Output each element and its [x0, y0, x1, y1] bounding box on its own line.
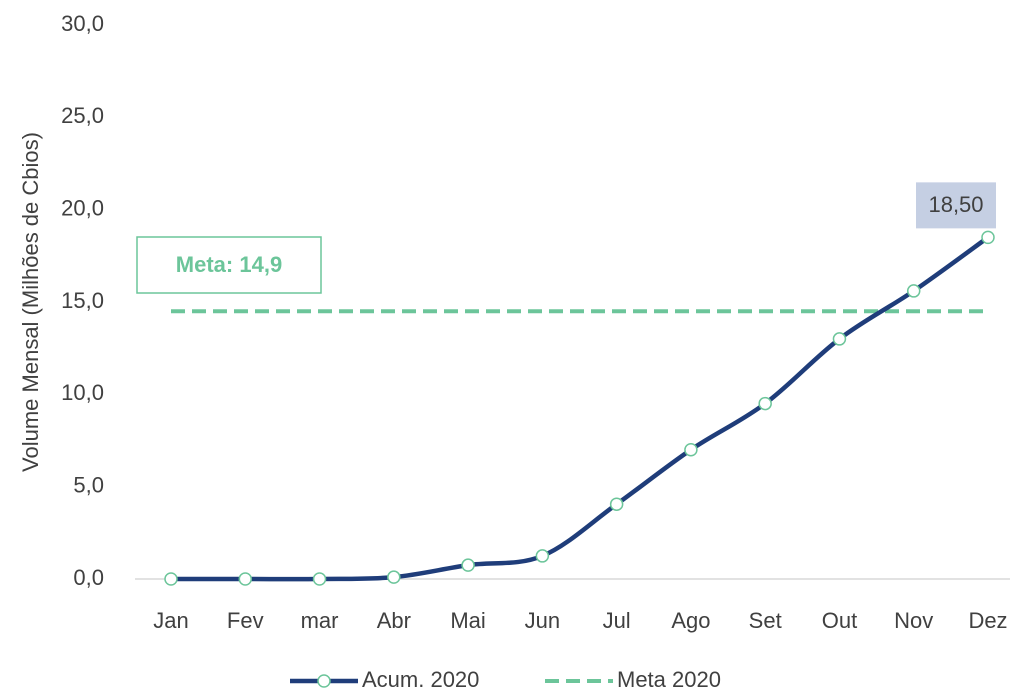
point-marker [238, 572, 253, 586]
point-marker [461, 558, 475, 572]
x-tick-label: Set [749, 608, 782, 633]
annotation: Meta: 14,9 [176, 252, 282, 277]
data-label: 18,50 [928, 192, 983, 217]
legend-label: Acum. 2020 [362, 667, 479, 692]
y-tick-label: 30,0 [61, 11, 104, 36]
x-tick-label: Dez [968, 608, 1007, 633]
x-tick-label: Fev [227, 608, 264, 633]
x-tick-label: Out [822, 608, 857, 633]
point-marker [906, 284, 921, 298]
x-tick-label: Mai [450, 608, 485, 633]
point-marker [758, 396, 772, 411]
point-marker [609, 497, 624, 511]
x-tick-label: Nov [894, 608, 933, 633]
point-marker [164, 572, 178, 586]
legend-label: Meta 2020 [617, 667, 721, 692]
data-label-box [916, 182, 996, 229]
point-marker [387, 570, 401, 584]
y-tick-label: 15,0 [61, 288, 104, 313]
point-marker [535, 549, 550, 563]
x-tick-label: Jan [153, 608, 188, 633]
annotation-box [136, 236, 322, 294]
point-marker [832, 332, 847, 346]
y-tick-label: 20,0 [61, 195, 104, 220]
x-tick-label: Abr [377, 608, 411, 633]
y-tick-label: 25,0 [61, 103, 104, 128]
x-tick-label: mar [301, 608, 339, 633]
point-marker [684, 442, 698, 457]
y-tick-label: 5,0 [73, 472, 104, 497]
x-tick-label: Jul [603, 608, 631, 633]
y-tick-label: 10,0 [61, 380, 104, 405]
point-marker [981, 230, 995, 245]
x-tick-label: Ago [671, 608, 710, 633]
y-axis-title: Volume Mensal (Milhões de Cbios) [18, 132, 43, 472]
y-tick-label: 0,0 [73, 565, 104, 590]
legend-marker [317, 674, 331, 688]
point-marker [312, 572, 327, 586]
x-tick-label: Jun [525, 608, 560, 633]
